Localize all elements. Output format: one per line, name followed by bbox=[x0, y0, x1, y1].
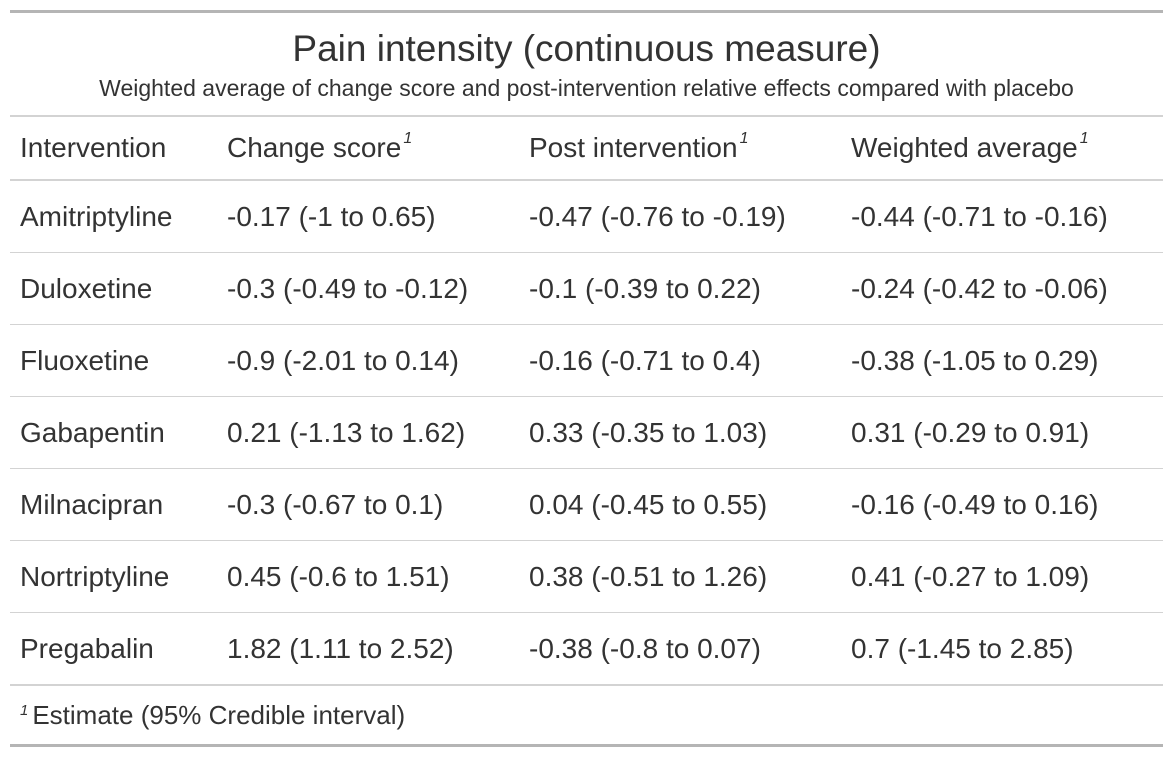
weighted-average-cell: -0.44 (-0.71 to -0.16) bbox=[841, 180, 1163, 253]
intervention-cell: Fluoxetine bbox=[10, 324, 217, 397]
change-score-cell: -0.9 (-2.01 to 0.14) bbox=[217, 324, 519, 397]
footnote-marker: 1 bbox=[403, 130, 413, 147]
footnote-marker: 1 bbox=[739, 130, 749, 147]
table-title: Pain intensity (continuous measure) bbox=[292, 28, 881, 69]
weighted-average-cell: -0.38 (-1.05 to 0.29) bbox=[841, 324, 1163, 397]
change-score-cell: -0.3 (-0.49 to -0.12) bbox=[217, 252, 519, 325]
table-row: Pregabalin 1.82 (1.11 to 2.52) -0.38 (-0… bbox=[10, 612, 1163, 686]
footnote-marker: 1 bbox=[20, 702, 29, 719]
column-header-intervention: Intervention bbox=[10, 115, 217, 181]
post-intervention-cell: -0.16 (-0.71 to 0.4) bbox=[519, 324, 841, 397]
post-intervention-cell: -0.1 (-0.39 to 0.22) bbox=[519, 252, 841, 325]
results-table: Intervention Change score 1 Post interven… bbox=[10, 115, 1163, 686]
weighted-average-cell: -0.16 (-0.49 to 0.16) bbox=[841, 468, 1163, 541]
table-row: Duloxetine -0.3 (-0.49 to -0.12) -0.1 (-… bbox=[10, 252, 1163, 325]
intervention-cell: Pregabalin bbox=[10, 612, 217, 686]
change-score-cell: 0.45 (-0.6 to 1.51) bbox=[217, 540, 519, 613]
column-header-label: Post intervention bbox=[529, 132, 738, 163]
results-table-container: Pain intensity (continuous measure) Weig… bbox=[10, 10, 1163, 747]
intervention-cell: Nortriptyline bbox=[10, 540, 217, 613]
table-row: Amitriptyline -0.17 (-1 to 0.65) -0.47 (… bbox=[10, 180, 1163, 253]
table-row: Nortriptyline 0.45 (-0.6 to 1.51) 0.38 (… bbox=[10, 540, 1163, 613]
table-footnote: 1 Estimate (95% Credible interval) bbox=[10, 686, 1163, 747]
intervention-cell: Milnacipran bbox=[10, 468, 217, 541]
post-intervention-cell: -0.47 (-0.76 to -0.19) bbox=[519, 180, 841, 253]
change-score-cell: 1.82 (1.11 to 2.52) bbox=[217, 612, 519, 686]
column-header-label: Weighted average bbox=[851, 132, 1078, 163]
footnote-marker: 1 bbox=[1079, 130, 1089, 147]
weighted-average-cell: -0.24 (-0.42 to -0.06) bbox=[841, 252, 1163, 325]
header-row: Intervention Change score 1 Post interven… bbox=[10, 115, 1163, 181]
top-rule bbox=[10, 10, 1163, 13]
post-intervention-cell: 0.04 (-0.45 to 0.55) bbox=[519, 468, 841, 541]
intervention-cell: Amitriptyline bbox=[10, 180, 217, 253]
table-row: Milnacipran -0.3 (-0.67 to 0.1) 0.04 (-0… bbox=[10, 468, 1163, 541]
table-row: Fluoxetine -0.9 (-2.01 to 0.14) -0.16 (-… bbox=[10, 324, 1163, 397]
column-header-label: Change score bbox=[227, 132, 402, 163]
change-score-cell: 0.21 (-1.13 to 1.62) bbox=[217, 396, 519, 469]
intervention-cell: Gabapentin bbox=[10, 396, 217, 469]
table-row: Gabapentin 0.21 (-1.13 to 1.62) 0.33 (-0… bbox=[10, 396, 1163, 469]
change-score-cell: -0.17 (-1 to 0.65) bbox=[217, 180, 519, 253]
table-subtitle: Weighted average of change score and pos… bbox=[99, 75, 1074, 101]
change-score-cell: -0.3 (-0.67 to 0.1) bbox=[217, 468, 519, 541]
weighted-average-cell: 0.31 (-0.29 to 0.91) bbox=[841, 396, 1163, 469]
column-header-change-score: Change score 1 bbox=[217, 115, 519, 181]
footnote-text: Estimate (95% Credible interval) bbox=[32, 700, 406, 730]
post-intervention-cell: 0.38 (-0.51 to 1.26) bbox=[519, 540, 841, 613]
intervention-cell: Duloxetine bbox=[10, 252, 217, 325]
post-intervention-cell: 0.33 (-0.35 to 1.03) bbox=[519, 396, 841, 469]
weighted-average-cell: 0.41 (-0.27 to 1.09) bbox=[841, 540, 1163, 613]
post-intervention-cell: -0.38 (-0.8 to 0.07) bbox=[519, 612, 841, 686]
weighted-average-cell: 0.7 (-1.45 to 2.85) bbox=[841, 612, 1163, 686]
column-header-label: Intervention bbox=[20, 132, 167, 163]
column-header-post-intervention: Post intervention 1 bbox=[519, 115, 841, 181]
column-header-weighted-average: Weighted average 1 bbox=[841, 115, 1163, 181]
